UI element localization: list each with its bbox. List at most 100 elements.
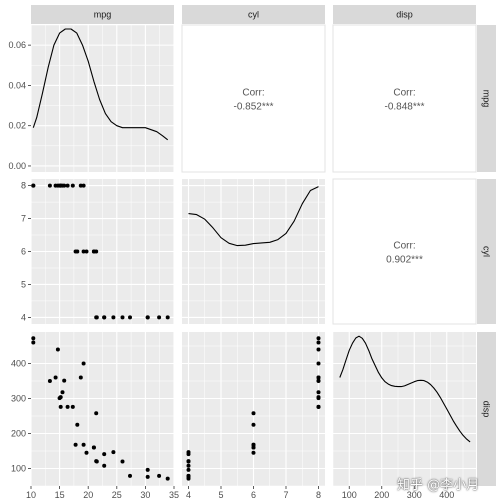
x-axis-tick-label: 8 xyxy=(316,490,321,500)
x-axis-tick-label: 6 xyxy=(251,490,256,500)
panel-disp-cyl xyxy=(182,332,325,487)
panels-layer: Corr: -0.852*** Corr: -0.848*** Corr: 0.902**… xyxy=(30,24,477,487)
y-axis-tick-label: 0.00 xyxy=(8,161,26,171)
point-mpg-cyl xyxy=(81,249,86,254)
x-axis-tick-label: 200 xyxy=(374,490,389,500)
point-mpg-cyl xyxy=(75,249,80,254)
strip-right-label: mpg xyxy=(482,90,492,108)
panel-mpg-disp xyxy=(332,24,477,173)
point-cyl-disp xyxy=(251,442,256,447)
y-axis-tick-label: 400 xyxy=(11,359,26,369)
y-axis-tick-label: 6 xyxy=(21,247,26,257)
point-mpg-disp xyxy=(81,442,86,447)
strip-top-background xyxy=(333,5,476,24)
density-line-mpg xyxy=(32,28,169,141)
point-cyl-disp xyxy=(316,404,321,409)
corr-value: -0.852*** xyxy=(233,102,273,113)
point-mpg-disp xyxy=(78,375,83,380)
point-mpg-cyl xyxy=(128,315,132,320)
point-cyl-disp xyxy=(316,378,321,383)
point-mpg-disp xyxy=(47,379,52,383)
point-mpg-disp xyxy=(58,404,63,409)
point-cyl-disp xyxy=(316,340,321,345)
point-cyl-disp xyxy=(251,445,256,450)
y-axis-tick-label: 0.04 xyxy=(8,80,26,90)
strip-right-label: cyl xyxy=(482,246,492,257)
corr-value: 0.902*** xyxy=(386,255,423,266)
panel-mpg-cyl xyxy=(181,24,326,173)
point-mpg-cyl xyxy=(165,315,170,320)
strips-layer: mpg cyl disp mpg cyl disp xyxy=(31,5,496,486)
corr-value: -0.848*** xyxy=(384,102,424,113)
point-mpg-cyl xyxy=(31,183,36,188)
y-axis-tick-label: 200 xyxy=(11,429,26,439)
x-axis-tick-label: 35 xyxy=(169,490,179,500)
point-mpg-disp xyxy=(128,473,132,478)
point-cyl-disp xyxy=(316,390,321,395)
point-cyl-disp xyxy=(186,459,191,464)
panel-mpg-mpg xyxy=(30,24,175,172)
x-axis-tick-label: 15 xyxy=(55,490,65,500)
y-axis-tick-label: 7 xyxy=(21,214,26,224)
density-line-cyl xyxy=(188,186,319,247)
point-cyl-disp xyxy=(316,375,321,380)
strip-top-background xyxy=(182,5,325,24)
point-cyl-disp xyxy=(251,411,256,416)
x-axis-tick-label: 7 xyxy=(283,490,288,500)
point-mpg-disp xyxy=(75,422,80,427)
strip-top-label: mpg xyxy=(94,10,112,20)
x-axis-tick-label: 20 xyxy=(83,490,93,500)
panel-background xyxy=(333,332,476,486)
point-mpg-disp xyxy=(60,390,65,395)
point-mpg-disp xyxy=(120,459,125,464)
point-mpg-cyl xyxy=(94,315,99,320)
point-mpg-disp xyxy=(55,347,60,352)
point-mpg-disp xyxy=(62,378,67,383)
point-mpg-disp xyxy=(31,340,36,345)
y-axis-tick-label: 0.06 xyxy=(8,40,26,50)
strip-right-background xyxy=(477,25,496,172)
corr-label: Corr: xyxy=(242,88,264,99)
point-cyl-disp xyxy=(186,463,191,468)
point-mpg-disp xyxy=(102,463,107,468)
density-line-disp xyxy=(339,335,471,443)
x-axis-tick-label: 4 xyxy=(186,490,191,500)
corr-label: Corr: xyxy=(393,241,415,252)
point-cyl-disp xyxy=(186,450,191,455)
strip-right-background xyxy=(477,179,496,324)
x-axis-tick-label: 30 xyxy=(140,490,150,500)
point-cyl-disp xyxy=(316,347,321,352)
x-axis-tick-label: 400 xyxy=(439,490,454,500)
axes-layer: 0.00 0.02 0.04 0.06 4 5 6 7 8 100 200 300 400 10 15 20 2… xyxy=(8,40,454,500)
point-cyl-disp xyxy=(316,361,321,366)
point-cyl-disp xyxy=(186,473,191,478)
panel-background xyxy=(332,178,477,325)
panel-disp-mpg xyxy=(30,332,175,487)
point-mpg-disp xyxy=(73,442,78,447)
y-axis-tick-label: 4 xyxy=(21,312,26,322)
point-mpg-cyl xyxy=(65,183,70,188)
point-mpg-cyl xyxy=(120,315,125,320)
point-mpg-cyl xyxy=(94,249,99,254)
point-mpg-cyl xyxy=(84,249,89,254)
strip-right-background xyxy=(477,332,496,486)
panel-cyl-disp xyxy=(332,178,477,325)
point-mpg-cyl xyxy=(111,315,116,320)
strip-right-label: disp xyxy=(482,401,492,418)
strip-top-background xyxy=(31,5,174,24)
point-mpg-cyl xyxy=(81,183,86,188)
panel-background xyxy=(181,24,326,173)
point-mpg-disp xyxy=(31,336,36,341)
strip-top-label: cyl xyxy=(248,10,259,20)
x-axis-tick-label: 300 xyxy=(407,490,422,500)
point-mpg-disp xyxy=(94,411,99,416)
point-mpg-cyl xyxy=(157,315,162,320)
point-mpg-cyl xyxy=(102,315,107,320)
panel-cyl-cyl xyxy=(182,179,325,324)
x-axis-tick-label: 25 xyxy=(112,490,122,500)
point-mpg-cyl xyxy=(47,183,52,188)
point-mpg-disp xyxy=(145,474,150,479)
strip-top-label: disp xyxy=(396,10,413,20)
x-axis-tick-label: 10 xyxy=(26,490,36,500)
